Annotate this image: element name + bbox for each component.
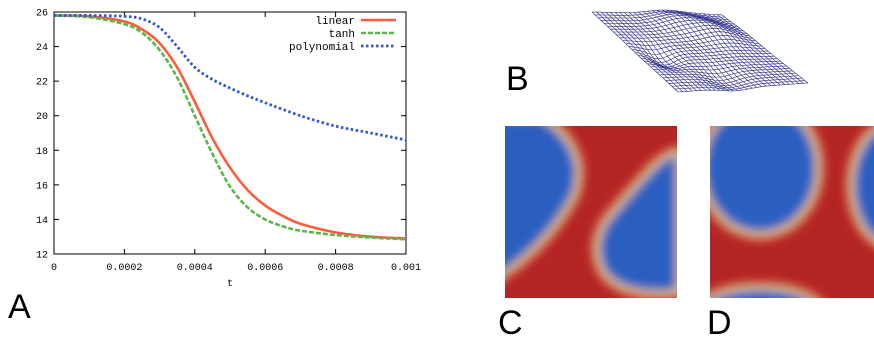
- mesh-line: [674, 80, 805, 90]
- mesh-line: [693, 12, 781, 86]
- field-blobs: [710, 126, 874, 298]
- series-lines: [53, 13, 407, 241]
- mesh-line: [675, 10, 762, 87]
- mesh-line: [661, 9, 748, 90]
- mesh-line: [671, 77, 802, 88]
- x-tick-label: 0.001: [391, 263, 421, 274]
- mesh-line: [668, 75, 799, 86]
- mesh-surface: [591, 9, 809, 93]
- x-tick-label: 0.0008: [318, 263, 354, 274]
- legend-label-polynomial: polynomial: [289, 42, 355, 54]
- y-tick-label: 20: [36, 112, 48, 123]
- y-tick-label: 24: [36, 43, 48, 54]
- x-tick-label: 0.0004: [177, 263, 213, 274]
- y-tick-label: 16: [36, 181, 48, 192]
- mesh-line: [689, 12, 776, 86]
- mesh-line: [680, 11, 767, 87]
- mesh-line: [644, 55, 775, 68]
- legend-label-linear: linear: [315, 16, 355, 28]
- mesh-line: [656, 65, 787, 74]
- x-tick-label: 0.0006: [247, 263, 283, 274]
- x-tick-label: 0: [51, 263, 57, 274]
- mesh-line: [684, 11, 772, 86]
- panel-label-d: D: [707, 304, 732, 338]
- y-tick-label: 18: [36, 147, 48, 158]
- mesh-line: [677, 82, 809, 93]
- panel-label-c: C: [498, 304, 523, 338]
- mesh-line: [647, 58, 778, 69]
- panel-label-b: B: [506, 60, 529, 98]
- mesh-line: [653, 63, 784, 71]
- mesh-line: [698, 13, 785, 85]
- mesh-line: [659, 68, 790, 78]
- plot-frame: [53, 11, 407, 255]
- x-tick-label: 0.0002: [106, 263, 142, 274]
- field-blobs: [505, 126, 677, 292]
- panel-label-a: A: [8, 288, 31, 326]
- mesh-line: [650, 60, 781, 70]
- series-line-linear: [53, 14, 407, 240]
- mesh-line: [665, 73, 796, 84]
- mesh-line: [634, 46, 766, 60]
- y-tick-label: 22: [36, 78, 48, 89]
- mesh-line: [638, 49, 769, 63]
- y-tick-label: 26: [36, 9, 48, 20]
- y-tick-label: 14: [36, 216, 48, 227]
- mesh-line: [641, 53, 772, 66]
- mesh-line: [712, 14, 799, 84]
- series-line-tanh: [53, 14, 407, 241]
- x-axis-ticks: 0 0.0002 0.0004 0.0006 0.0008 0.001: [51, 12, 421, 274]
- mesh-line: [666, 9, 753, 89]
- mesh-line: [707, 13, 795, 85]
- mesh-surface-panel-b: B: [506, 9, 809, 98]
- mesh-line: [670, 10, 758, 88]
- mesh-line: [703, 13, 790, 85]
- legend-label-tanh: tanh: [329, 29, 355, 41]
- series-line-polynomial: [53, 13, 407, 142]
- mesh-line: [721, 14, 809, 84]
- chart-panel-a: 12 14 16 18 20 22 24 26 0 0.0002 0.0004 0.0006 0.00…: [8, 9, 421, 327]
- field-panel-c: [505, 126, 677, 298]
- mesh-line: [717, 14, 804, 84]
- field-panel-d: [710, 126, 874, 298]
- y-axis-ticks: 12 14 16 18 20 22 24 26: [36, 9, 406, 262]
- x-axis-label: t: [227, 279, 233, 290]
- y-tick-label: 12: [36, 251, 48, 262]
- mesh-line: [662, 70, 793, 81]
